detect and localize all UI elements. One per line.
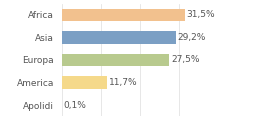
Text: 0,1%: 0,1%: [64, 101, 87, 110]
Text: 31,5%: 31,5%: [187, 10, 215, 19]
Bar: [62, 31, 176, 44]
Text: 29,2%: 29,2%: [178, 33, 206, 42]
Text: 11,7%: 11,7%: [109, 78, 138, 87]
Text: 27,5%: 27,5%: [171, 55, 199, 64]
Bar: [62, 76, 108, 89]
Bar: [62, 54, 169, 66]
Bar: [62, 9, 185, 21]
